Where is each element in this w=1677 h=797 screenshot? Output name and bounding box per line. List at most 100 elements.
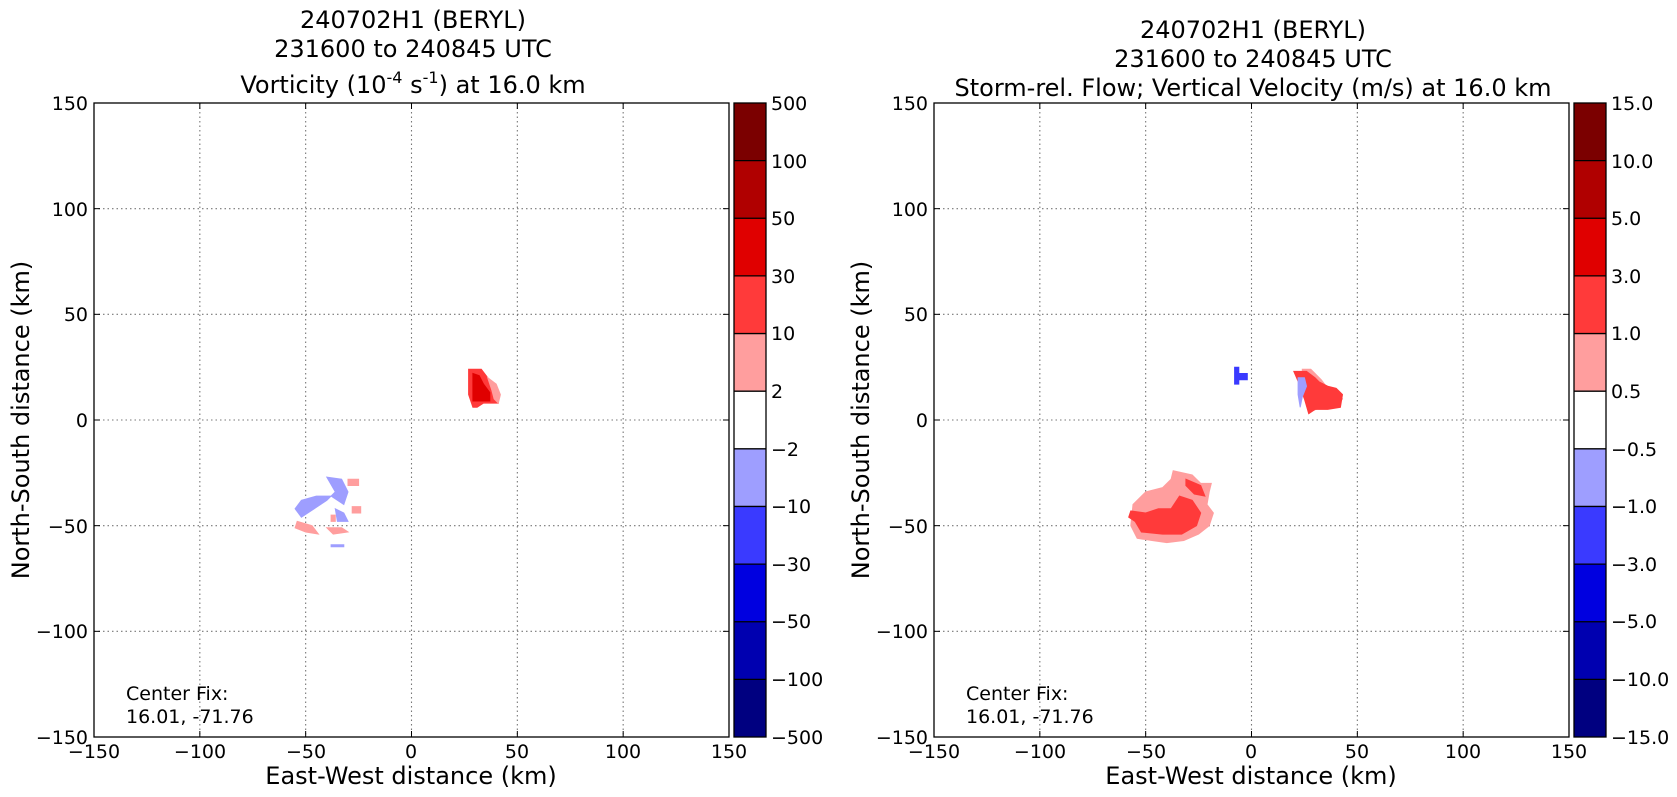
colorbar-segment	[1574, 564, 1606, 623]
contour-region	[351, 506, 362, 514]
contour-region	[334, 507, 349, 522]
colorbar-segment	[1574, 679, 1606, 738]
colorbar-label: 2	[771, 381, 783, 403]
x-tick-label: 0	[405, 741, 417, 763]
colorbar-label: 500	[771, 93, 807, 115]
center-fix-value: 16.01, -71.76	[126, 706, 254, 728]
colorbar-label: 10	[771, 323, 795, 345]
colorbar-frame	[1573, 102, 1607, 738]
plot-area	[93, 102, 730, 738]
contour-region	[1185, 478, 1206, 497]
y-tick-label: 0	[916, 410, 928, 432]
colorbar-label: −100	[771, 669, 823, 691]
x-tick-label: 50	[1345, 741, 1369, 763]
y-tick-label: −150	[876, 727, 928, 749]
x-tick-label: 150	[1551, 741, 1587, 763]
colorbar-segment	[734, 103, 766, 162]
colorbar-label: −2	[771, 439, 799, 461]
colorbar-segment	[734, 160, 766, 219]
colorbar-segment	[1574, 506, 1606, 565]
x-tick-label: −150	[68, 741, 120, 763]
colorbar-segment	[734, 275, 766, 335]
plot-background	[94, 103, 729, 737]
x-tick-labels: −150 −100 −50 0 50 100 150	[68, 741, 747, 763]
x-axis-label: East-West distance (km)	[265, 762, 556, 790]
colorbar-ticks	[1574, 159, 1606, 681]
contour-region	[294, 520, 320, 535]
colorbar-labels: 500 100 50 30 10 2 −2 −10 −30 −50 −100 −…	[771, 93, 823, 749]
colorbar-segment	[1574, 275, 1606, 335]
colorbar-segment	[734, 391, 766, 450]
colorbar-label: −5.0	[1611, 611, 1657, 633]
colorbar-ticks	[734, 159, 766, 681]
contour-region	[1297, 377, 1308, 408]
contour-regions	[1128, 366, 1344, 544]
y-tick-label: 100	[52, 199, 88, 221]
contour-region	[486, 376, 501, 405]
plot-background	[934, 103, 1569, 737]
y-tick-label: −50	[48, 516, 88, 538]
colorbar-segment	[1574, 218, 1606, 277]
colorbar-segment	[1574, 448, 1606, 507]
colorbar-segment	[734, 679, 766, 738]
title-superscript-2: -1	[423, 68, 439, 87]
chart-title-line2: 231600 to 240845 UTC	[274, 35, 552, 63]
x-tick-label: 50	[505, 741, 529, 763]
center-fix-label: Center Fix:	[126, 683, 228, 705]
colorbar-segment	[1574, 391, 1606, 450]
x-tick-label: −50	[1126, 741, 1166, 763]
y-tick-label: 50	[904, 304, 928, 326]
x-tick-labels: −150 −100 −50 0 50 100 150	[908, 741, 1587, 763]
chart-title-line1: 240702H1 (BERYL)	[300, 6, 526, 34]
y-tick-label: −150	[36, 727, 88, 749]
colorbar-label: −10.0	[1611, 669, 1669, 691]
colorbar-label: 10.0	[1611, 151, 1653, 173]
x-tick-label: −100	[1014, 741, 1066, 763]
colorbar-label: −0.5	[1611, 439, 1657, 461]
center-fix-value: 16.01, -71.76	[966, 706, 1094, 728]
title-superscript-1: -4	[387, 68, 403, 87]
tick-marks	[933, 102, 1570, 738]
contour-region	[1234, 366, 1248, 385]
colorbar-segment	[734, 448, 766, 507]
colorbar-label: 100	[771, 151, 807, 173]
x-axis-label: East-West distance (km)	[1105, 762, 1396, 790]
y-tick-labels: 150 100 50 0 −50 −100 −150	[876, 93, 928, 749]
title-prefix: Vorticity (10	[240, 71, 386, 99]
chart-title-line1: 240702H1 (BERYL)	[1140, 16, 1366, 44]
contour-region	[472, 372, 491, 402]
colorbar-label: 0.5	[1611, 381, 1641, 403]
vertical-velocity-panel: 240702H1 (BERYL) 231600 to 240845 UTC St…	[847, 16, 1669, 790]
x-tick-label: 100	[605, 741, 641, 763]
colorbar-segment	[734, 621, 766, 680]
colorbar-label: 3.0	[1611, 266, 1641, 288]
y-tick-label: 0	[76, 410, 88, 432]
contour-regions	[294, 368, 501, 548]
colorbar-segments	[1574, 103, 1606, 738]
colorbar-segment	[734, 218, 766, 277]
colorbar-segment	[1574, 333, 1606, 392]
colorbar-segment	[1574, 160, 1606, 219]
colorbar-label: 1.0	[1611, 323, 1641, 345]
colorbar-label: −15.0	[1611, 727, 1669, 749]
y-tick-label: 150	[892, 93, 928, 115]
colorbar-label: −30	[771, 554, 811, 576]
colorbar-label: 50	[771, 208, 795, 230]
contour-region	[347, 478, 360, 486]
contour-region	[1128, 495, 1202, 535]
x-tick-label: 150	[711, 741, 747, 763]
x-tick-label: −100	[174, 741, 226, 763]
colorbar-label: 30	[771, 266, 795, 288]
y-tick-label: 50	[64, 304, 88, 326]
y-tick-label: −100	[876, 621, 928, 643]
vorticity-panel: 240702H1 (BERYL) 231600 to 240845 UTC Vo…	[7, 6, 823, 790]
contour-region	[330, 544, 345, 548]
x-tick-label: −50	[286, 741, 326, 763]
y-tick-label: 150	[52, 93, 88, 115]
title-mid: s	[402, 71, 422, 99]
y-tick-labels: 150 100 50 0 −50 −100 −150	[36, 93, 88, 749]
colorbar-segment	[734, 506, 766, 565]
contour-region	[294, 476, 349, 518]
colorbar-segment	[1574, 103, 1606, 162]
